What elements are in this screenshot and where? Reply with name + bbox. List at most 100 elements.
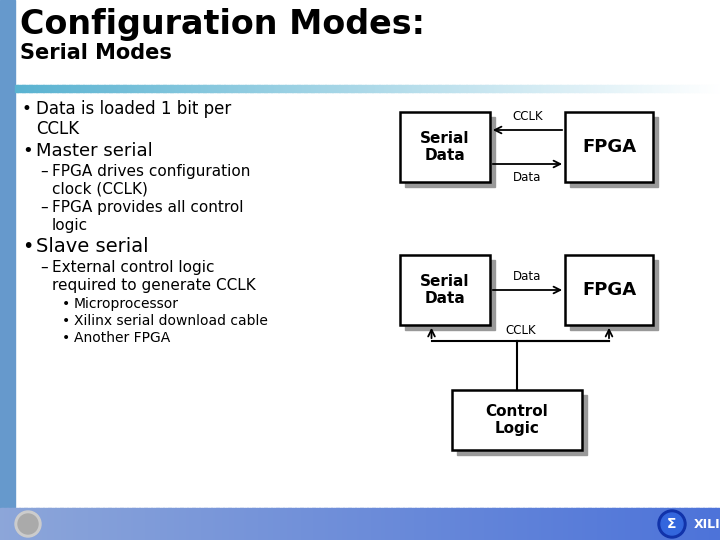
Bar — [650, 508, 653, 540]
Bar — [403, 508, 406, 540]
Bar — [421, 85, 424, 92]
Bar — [196, 85, 199, 92]
Bar — [36, 508, 39, 540]
Bar — [55, 508, 58, 540]
Bar — [670, 85, 673, 92]
Bar — [45, 508, 48, 540]
Bar — [24, 85, 27, 92]
Bar — [9, 508, 12, 540]
Bar — [518, 508, 521, 540]
Bar — [356, 85, 359, 92]
Bar — [274, 508, 276, 540]
Bar — [358, 508, 361, 540]
Bar — [229, 85, 232, 92]
Bar — [504, 508, 507, 540]
Bar — [384, 85, 387, 92]
Bar — [55, 85, 58, 92]
Bar — [259, 508, 262, 540]
Bar — [659, 85, 662, 92]
Bar — [379, 85, 382, 92]
Bar — [130, 508, 132, 540]
Text: –: – — [40, 200, 48, 215]
Bar — [279, 508, 282, 540]
Bar — [476, 85, 479, 92]
Bar — [689, 508, 692, 540]
Bar — [701, 508, 703, 540]
Bar — [557, 508, 559, 540]
Bar — [631, 85, 634, 92]
Bar — [567, 508, 570, 540]
Bar — [342, 85, 344, 92]
Bar — [179, 85, 182, 92]
Bar — [450, 85, 453, 92]
Bar — [89, 508, 91, 540]
Bar — [544, 85, 546, 92]
Bar — [127, 508, 130, 540]
Bar — [633, 85, 636, 92]
Bar — [278, 85, 281, 92]
Bar — [271, 85, 274, 92]
Bar — [696, 508, 699, 540]
Bar — [175, 85, 178, 92]
Bar — [217, 85, 220, 92]
Bar — [482, 508, 485, 540]
Bar — [112, 85, 114, 92]
Bar — [708, 85, 711, 92]
Bar — [711, 85, 714, 92]
Bar — [302, 508, 305, 540]
Bar — [619, 85, 622, 92]
Bar — [132, 508, 135, 540]
Bar — [546, 85, 549, 92]
Bar — [173, 508, 176, 540]
Circle shape — [661, 513, 683, 535]
Bar — [540, 508, 543, 540]
Bar — [401, 508, 404, 540]
Bar — [571, 508, 574, 540]
Bar — [513, 85, 516, 92]
Bar — [118, 85, 121, 92]
Bar — [666, 85, 669, 92]
Bar — [117, 508, 120, 540]
Bar — [499, 508, 502, 540]
Bar — [466, 508, 469, 540]
Bar — [339, 85, 342, 92]
Bar — [553, 85, 556, 92]
Bar — [283, 508, 286, 540]
Bar — [194, 85, 197, 92]
Bar — [88, 85, 91, 92]
Bar — [53, 508, 55, 540]
Bar — [495, 85, 498, 92]
Bar — [351, 85, 354, 92]
Bar — [290, 85, 293, 92]
Bar — [538, 508, 541, 540]
Bar — [452, 85, 455, 92]
Bar — [653, 508, 656, 540]
Bar — [679, 508, 682, 540]
Bar — [348, 85, 351, 92]
Bar — [84, 508, 87, 540]
Bar — [146, 508, 149, 540]
Bar — [607, 508, 610, 540]
Bar — [657, 85, 660, 92]
Bar — [499, 85, 502, 92]
Bar — [478, 85, 481, 92]
Bar — [214, 508, 217, 540]
Bar — [389, 508, 392, 540]
Bar — [266, 508, 269, 540]
Bar — [38, 85, 41, 92]
Bar — [670, 508, 672, 540]
Bar — [706, 85, 708, 92]
Bar — [480, 85, 483, 92]
Bar — [415, 85, 418, 92]
Text: FPGA drives configuration: FPGA drives configuration — [52, 164, 251, 179]
Bar — [187, 508, 190, 540]
Bar — [372, 508, 375, 540]
Bar — [211, 508, 214, 540]
Bar — [588, 508, 591, 540]
Bar — [365, 508, 368, 540]
Text: Slave serial: Slave serial — [36, 237, 148, 256]
Bar — [294, 85, 297, 92]
Bar — [297, 508, 300, 540]
Text: required to generate CCLK: required to generate CCLK — [52, 278, 256, 293]
Bar — [114, 85, 117, 92]
